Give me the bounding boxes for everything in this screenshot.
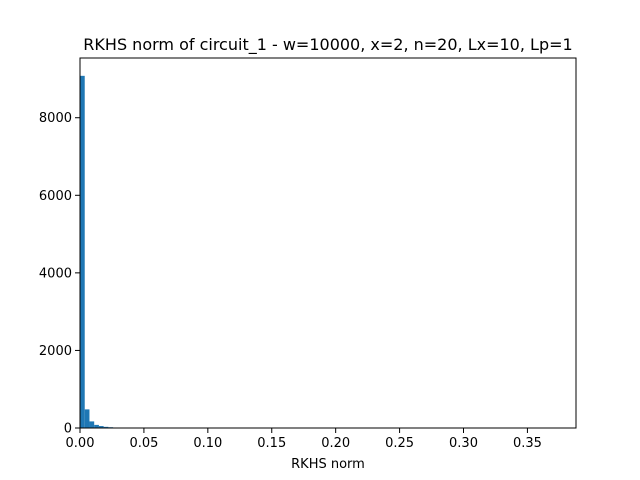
x-axis-ticks: 0.00 0.05 0.10 0.15 0.20 0.25 0.30 0.35 [66, 428, 542, 451]
y-axis-ticks: 0 2000 4000 6000 8000 [39, 111, 80, 437]
y-tick-label: 4000 [39, 266, 72, 281]
x-tick-label: 0.05 [129, 436, 158, 451]
y-tick-label: 8000 [39, 111, 72, 126]
histogram-bar [103, 426, 109, 428]
histogram-bar [89, 421, 95, 428]
x-tick-label: 0.35 [513, 436, 542, 451]
x-axis-label: RKHS norm [291, 457, 365, 472]
x-tick-label: 0.15 [257, 436, 286, 451]
histogram-bar [80, 75, 85, 428]
plot-frame [79, 57, 577, 429]
x-tick-label: 0.25 [385, 436, 414, 451]
y-tick-label: 2000 [39, 344, 72, 359]
x-tick-label: 0.30 [449, 436, 478, 451]
histogram-bar [94, 424, 99, 428]
x-tick-label: 0.20 [321, 436, 350, 451]
chart-title: RKHS norm of circuit_1 - w=10000, x=2, n… [83, 35, 572, 55]
histogram-bar [98, 426, 104, 428]
y-tick-label: 6000 [39, 189, 72, 204]
histogram-bar [84, 409, 90, 428]
y-tick-label: 0 [64, 422, 72, 437]
x-tick-label: 0.00 [66, 436, 95, 451]
x-tick-label: 0.10 [193, 436, 222, 451]
